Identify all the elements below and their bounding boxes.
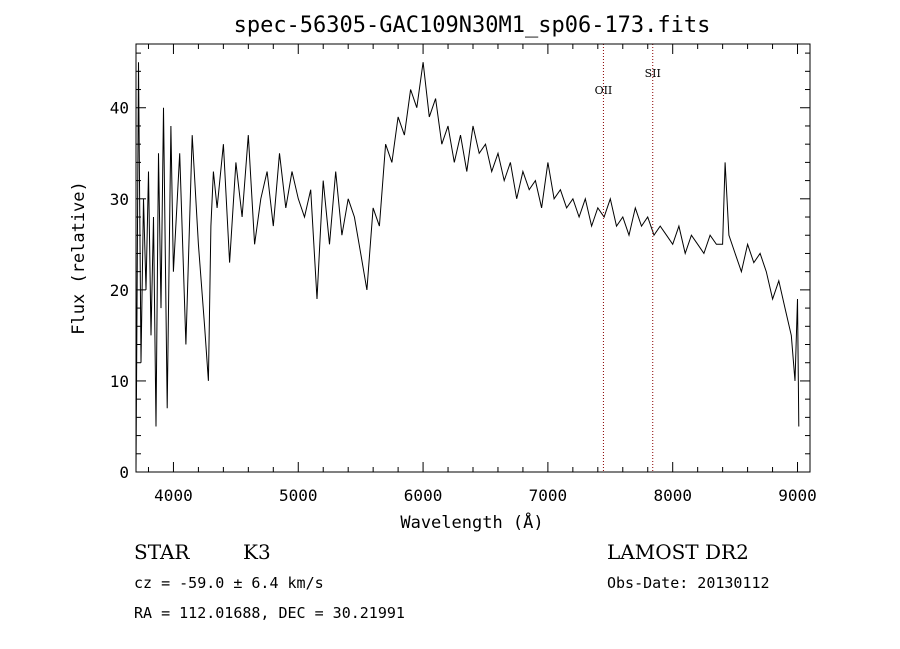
redshift-text: cz = -59.0 ± 6.4 km/s	[134, 574, 324, 592]
plot-frame	[135, 43, 811, 473]
emission-line-label: OII	[595, 84, 613, 97]
spectrum-line	[135, 62, 800, 473]
emission-lines: OII SII	[595, 44, 661, 472]
x-tick-label: 7000	[529, 486, 568, 505]
chart-title: spec-56305-GAC109N30M1_sp06-173.fits	[234, 13, 711, 38]
y-tick-label: 30	[110, 190, 129, 209]
x-tick-label: 4000	[154, 486, 193, 505]
x-tick-label: 9000	[778, 486, 817, 505]
y-tick-label: 20	[110, 281, 129, 300]
x-tick-label: 6000	[404, 486, 443, 505]
coordinates: RA = 112.01688, DEC = 30.21991	[134, 604, 405, 622]
survey-name: LAMOST DR2	[607, 540, 749, 564]
x-tick-label: 5000	[279, 486, 318, 505]
subclass: K3	[243, 540, 271, 564]
y-tick-label: 10	[110, 372, 129, 391]
y-tick-label: 40	[110, 99, 129, 118]
emission-line-label: SII	[645, 67, 661, 80]
x-tick-label: 8000	[653, 486, 692, 505]
y-tick-label: 0	[119, 463, 129, 482]
spectrum-layer	[135, 62, 800, 473]
y-axis: 0 10 20 30 40	[110, 52, 810, 482]
object-class: STAR	[134, 540, 190, 564]
y-axis-label: Flux (relative)	[69, 181, 89, 335]
x-axis-label: Wavelength (Å)	[400, 511, 543, 533]
x-axis: 4000 5000 6000 7000 8000 9000	[147, 44, 817, 505]
obs-date: Obs-Date: 20130112	[607, 574, 770, 592]
